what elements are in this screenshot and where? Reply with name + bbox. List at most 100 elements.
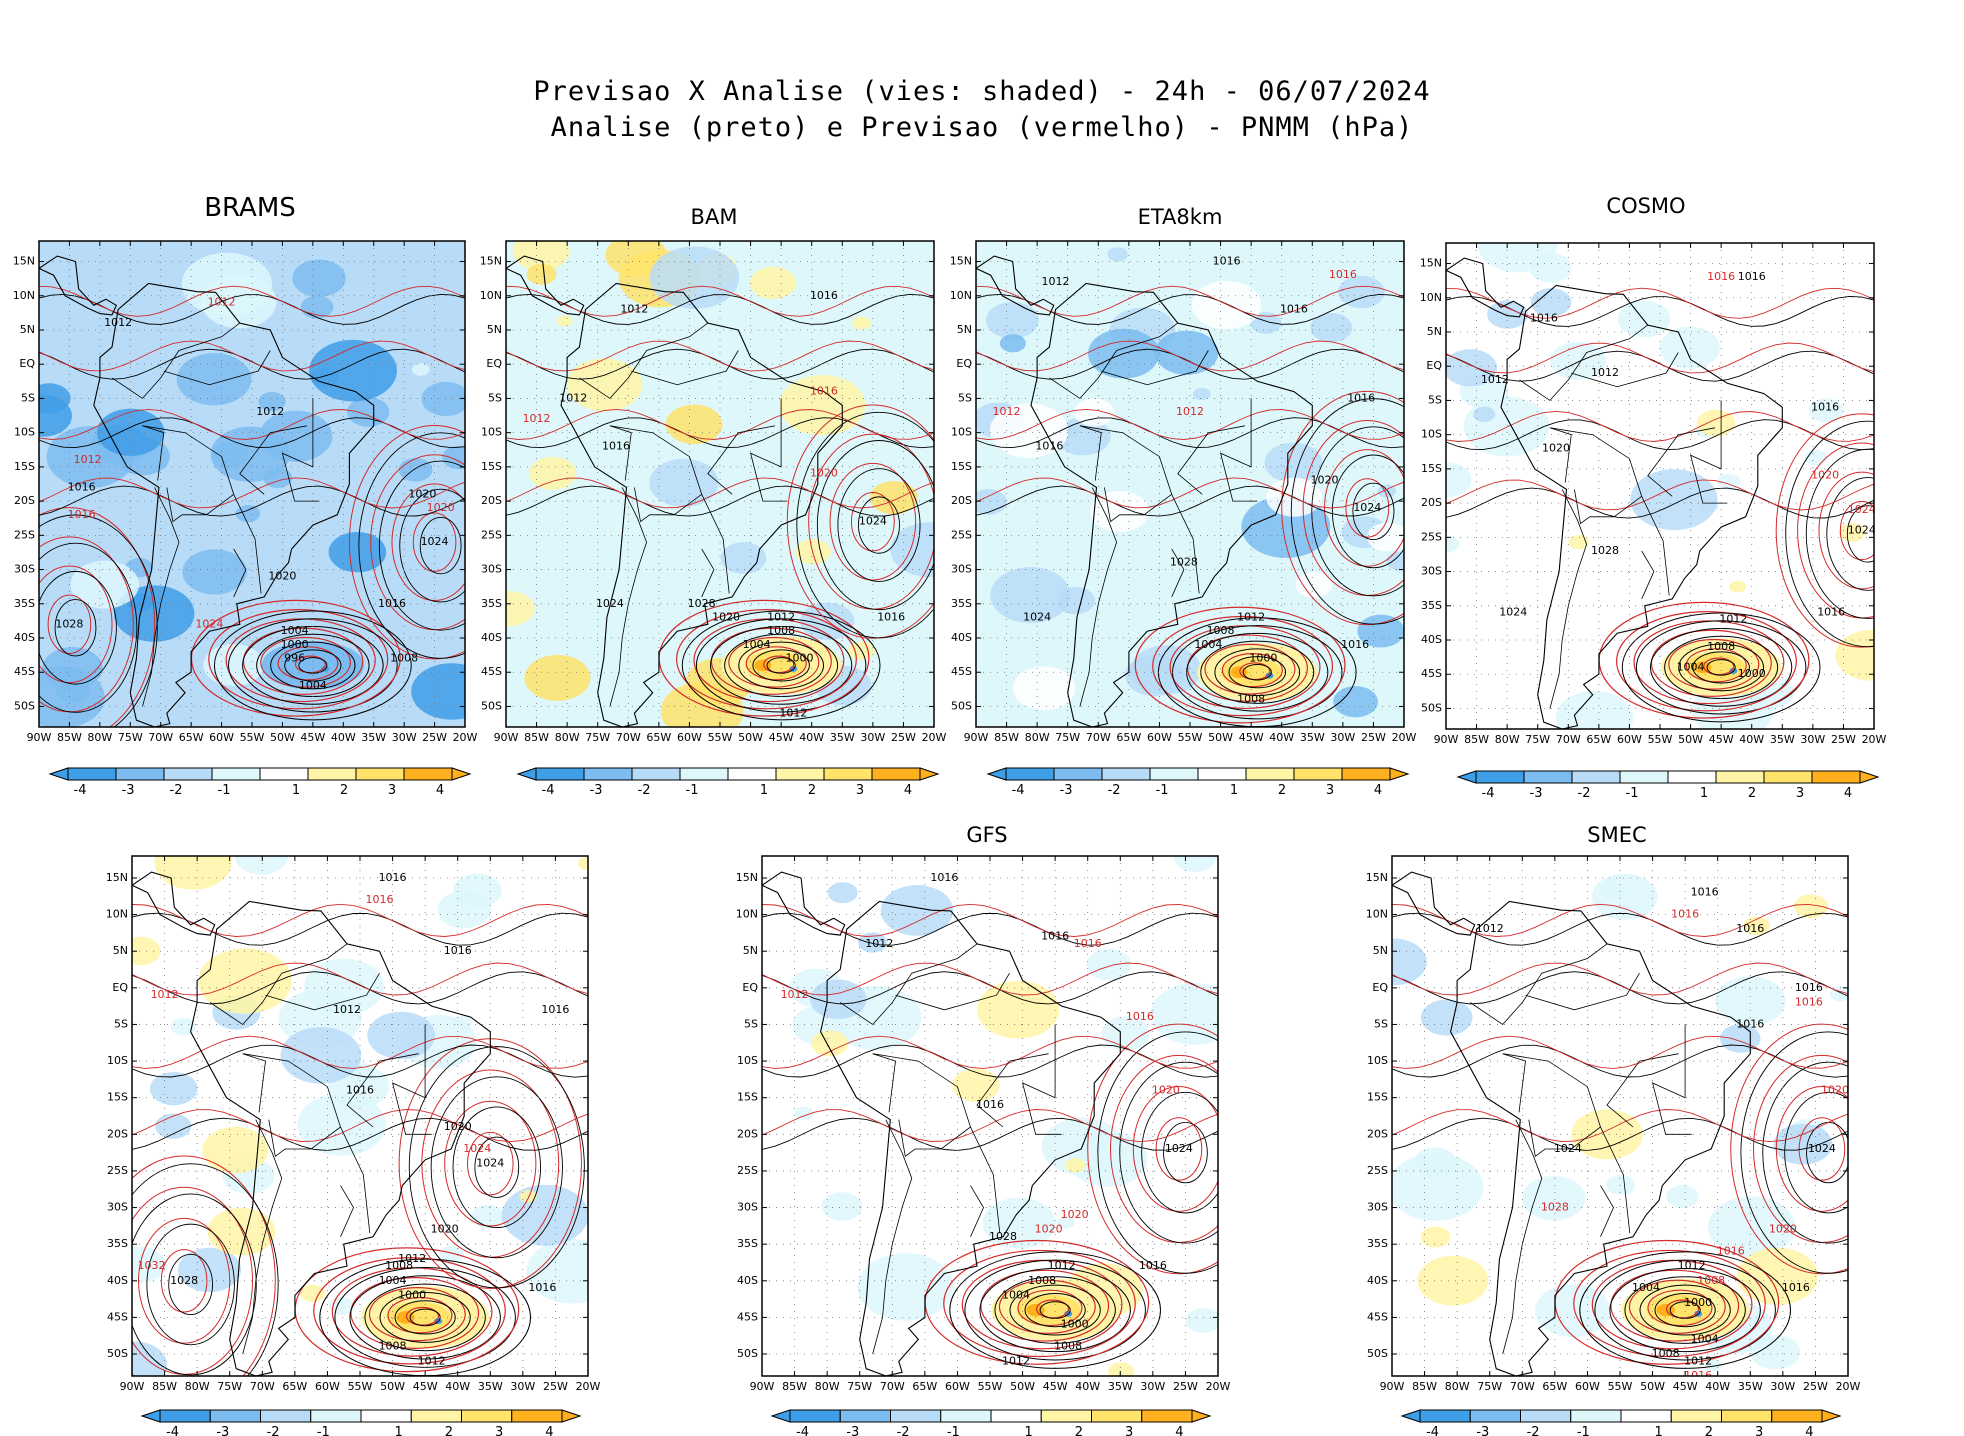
colorbar-label: 2 bbox=[445, 1425, 453, 1436]
bias-patch bbox=[1446, 349, 1498, 387]
lon-tick-label: 80W bbox=[555, 731, 580, 744]
lon-tick-label: 65W bbox=[282, 1380, 307, 1393]
colorbar-segment bbox=[1620, 1409, 1672, 1423]
coastline-caribbean bbox=[171, 819, 234, 841]
colorbar-segment bbox=[990, 1409, 1042, 1423]
colorbar-label: -4 bbox=[796, 1425, 809, 1436]
bias-patch bbox=[986, 301, 1039, 339]
colorbar-segment bbox=[1520, 1409, 1572, 1423]
lat-tick-label: 50S bbox=[737, 1347, 758, 1360]
bias-patch bbox=[1568, 534, 1589, 550]
country-border bbox=[1641, 550, 1655, 600]
country-border bbox=[268, 1119, 341, 1158]
colorbar: -4 -3 -2 -1 1 2 3 4 bbox=[986, 767, 1410, 798]
isobar-zonal bbox=[976, 477, 1404, 509]
chart-plot-area: 1016 1016 1016 1012 1012 1016 1020 1024 1016 1028… bbox=[762, 856, 1218, 1376]
coastline-caribbean bbox=[1013, 207, 1072, 228]
contour-label: 1000 bbox=[1061, 1318, 1089, 1331]
lat-tick-label: 35S bbox=[737, 1237, 758, 1250]
bias-patch bbox=[1705, 1358, 1723, 1372]
figure-title-line-1: Previsao X Analise (vies: shaded) - 24h … bbox=[533, 76, 1431, 107]
isobar-analysis bbox=[695, 618, 867, 713]
country-border bbox=[609, 425, 632, 481]
lat-tick-label: 40S bbox=[107, 1274, 128, 1287]
lat-tick-label: 15S bbox=[1367, 1091, 1388, 1104]
country-border bbox=[1022, 1024, 1062, 1135]
contour-label: 1020 bbox=[810, 467, 838, 480]
contour-label: 1028 bbox=[55, 617, 83, 630]
lat-tick-label: 45S bbox=[14, 665, 35, 678]
lon-tick-label: 65W bbox=[1542, 1380, 1567, 1393]
lat-tick-label: 25S bbox=[481, 528, 502, 541]
colorbar-label: -1 bbox=[1156, 783, 1169, 798]
country-border bbox=[242, 1053, 371, 1234]
lon-tick-label: 90W bbox=[750, 1380, 775, 1393]
lat-tick-label: 40S bbox=[1421, 633, 1442, 646]
lon-tick-label: 25W bbox=[891, 731, 916, 744]
chart-panel-eta8km: 1016 1016 1016 1012 1012 1012 1016 1016 1020 1024… bbox=[950, 207, 1417, 798]
isobar-analysis bbox=[1678, 643, 1765, 692]
colorbar-label: -3 bbox=[122, 783, 135, 798]
coastline-central-america bbox=[39, 255, 118, 316]
isobar-forecast bbox=[710, 627, 832, 695]
isobar-zonal bbox=[762, 962, 1218, 996]
colorbar-arrow-right bbox=[919, 767, 940, 781]
colorbar-label: -1 bbox=[218, 783, 231, 798]
colorbar-label: -1 bbox=[947, 1425, 960, 1436]
isobar-analysis bbox=[270, 641, 356, 690]
bias-patch bbox=[952, 1068, 1000, 1102]
panel-title-cosmo: COSMO bbox=[1606, 194, 1686, 218]
panel-title-gfs: GFS bbox=[966, 823, 1008, 847]
isobar-zonal bbox=[1446, 287, 1874, 319]
lon-tick-label: 35W bbox=[361, 731, 386, 744]
isobar-analysis bbox=[1024, 1292, 1086, 1328]
lat-tick-label: 25S bbox=[1367, 1164, 1388, 1177]
isobar-forecast bbox=[368, 1286, 466, 1342]
colorbar-segment bbox=[260, 1409, 312, 1423]
colorbar-label: 4 bbox=[436, 783, 444, 798]
colorbar-label: 4 bbox=[1844, 786, 1852, 801]
colorbar-label: -3 bbox=[1060, 783, 1073, 798]
chart-plot-area: 1016101210121012101610161024102010281024… bbox=[506, 241, 934, 727]
contour-label: 1008 bbox=[390, 652, 418, 665]
lon-tick-label: 30W bbox=[1330, 731, 1355, 744]
isobar-forecast bbox=[350, 1277, 480, 1349]
contour-label: 1020 bbox=[1035, 1223, 1063, 1236]
lon-tick-label: 60W bbox=[677, 731, 702, 744]
bias-patch bbox=[452, 873, 502, 908]
bias-patch bbox=[421, 381, 465, 417]
lat-tick-label: 10N bbox=[1420, 291, 1442, 304]
coastline-central-america bbox=[1446, 257, 1525, 318]
bias-patch-low-max bbox=[1230, 666, 1248, 679]
colorbar-segment bbox=[1721, 1409, 1773, 1423]
isobar-analysis bbox=[1654, 1292, 1716, 1328]
lon-tick-label: 45W bbox=[413, 1380, 438, 1393]
colorbar-segment bbox=[890, 1409, 942, 1423]
isobar-high-analysis bbox=[39, 570, 117, 685]
bias-patch bbox=[999, 334, 1026, 353]
lat-tick-label: 35S bbox=[1367, 1237, 1388, 1250]
colorbar-segment bbox=[461, 1409, 513, 1423]
country-border bbox=[1528, 1119, 1601, 1158]
lon-tick-label: 55W bbox=[240, 731, 265, 744]
lon-tick-label: 55W bbox=[1178, 731, 1203, 744]
bias-patch bbox=[1729, 580, 1747, 593]
lat-tick-label: 35S bbox=[1421, 599, 1442, 612]
contour-label: 1016 bbox=[366, 893, 394, 906]
lon-tick-label: 85W bbox=[57, 731, 82, 744]
isobar-forecast bbox=[1573, 1249, 1766, 1358]
colorbar-segment bbox=[631, 767, 681, 781]
colorbar-segment bbox=[1197, 767, 1247, 781]
coastline-central-america bbox=[1392, 871, 1476, 936]
colorbar-label: -4 bbox=[1426, 1425, 1439, 1436]
isobar-forecast bbox=[1628, 1279, 1726, 1334]
lon-tick-label: 20W bbox=[576, 1380, 601, 1393]
lat-tick-label: 10N bbox=[13, 289, 35, 302]
contour-label: 1016 bbox=[1329, 268, 1357, 281]
colorbar-segment bbox=[115, 767, 165, 781]
contour-label: 1024 bbox=[1848, 503, 1876, 516]
lat-tick-label: 30S bbox=[737, 1201, 758, 1214]
lon-tick-label: 30W bbox=[1800, 733, 1825, 746]
lon-tick-label: 25W bbox=[1173, 1380, 1198, 1393]
bias-patch bbox=[1185, 1308, 1218, 1333]
